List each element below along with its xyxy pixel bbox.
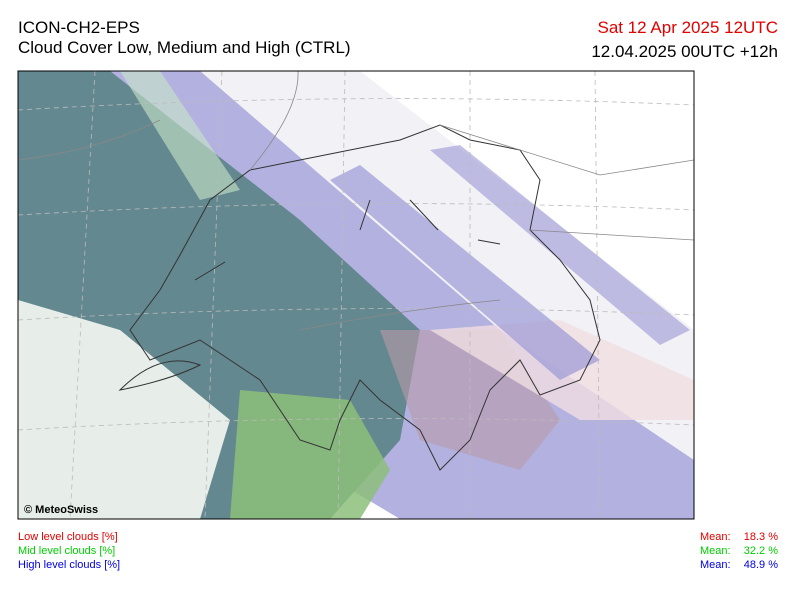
- legend-label: High level clouds [%]: [18, 559, 121, 571]
- cloud-field: [18, 71, 694, 519]
- product-subtitle: Cloud Cover Low, Medium and High (CTRL): [18, 38, 351, 57]
- legend-label: Mid level clouds [%]: [18, 545, 116, 557]
- mean-label: Mean:: [700, 559, 731, 571]
- credit: © MeteoSwiss: [24, 504, 98, 516]
- legend-label: Low level clouds [%]: [18, 531, 118, 543]
- regions: [18, 71, 694, 331]
- mean-value: 32.2 %: [743, 545, 778, 557]
- mean-value: 18.3 %: [743, 531, 778, 543]
- borders: [118, 124, 601, 471]
- run-time: 12.04.2025 00UTC +12h: [591, 42, 778, 61]
- mean-label: Mean:: [700, 531, 731, 543]
- graticule: [18, 71, 694, 519]
- map-frame: [17, 70, 695, 520]
- product-title: ICON-CH2-EPS: [18, 18, 140, 37]
- mean-label: Mean:: [700, 545, 731, 557]
- mean-value: 48.9 %: [743, 559, 778, 571]
- valid-time: Sat 12 Apr 2025 12UTC: [597, 18, 778, 37]
